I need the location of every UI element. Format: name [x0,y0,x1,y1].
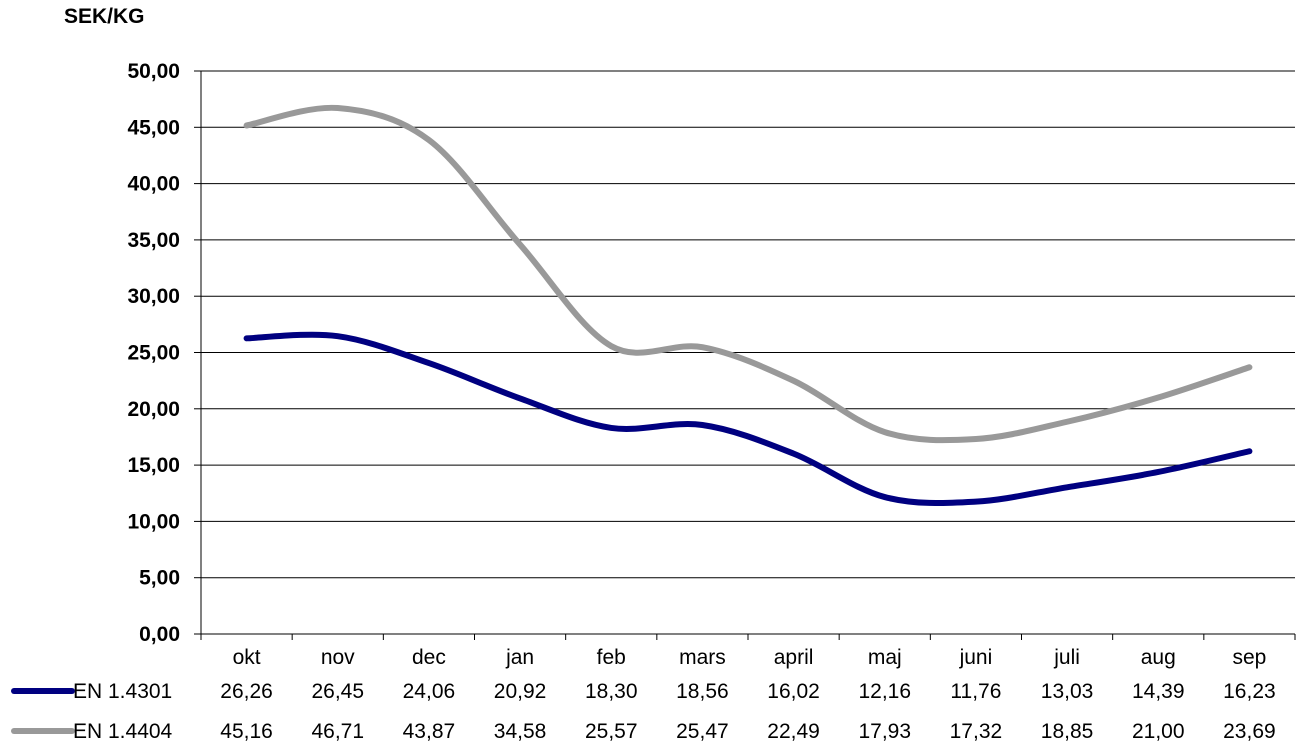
data-table-cell: 34,58 [494,720,547,743]
x-tick-label: nov [321,646,355,669]
series-name-1: EN 1.4404 [73,720,173,743]
x-tick-labels: okt nov dec jan feb mars april maj juni juli aug se… [233,646,1267,669]
y-axis-label: SEK/KG [64,5,145,28]
data-table-cell: 20,92 [494,680,547,703]
data-table-cell: 45,16 [220,720,273,743]
data-table: EN 1.4301 26,26 26,45 24,06 20,92 18,30 18,56 1… [11,680,1276,743]
data-table-cell: 23,69 [1223,720,1276,743]
x-tick-label: jan [505,646,534,669]
data-table-cell: 17,93 [858,720,911,743]
series-line-1 [243,104,1253,444]
data-table-cell: 16,02 [767,680,820,703]
data-table-cell: 18,85 [1041,720,1094,743]
data-table-cell: 21,00 [1132,720,1185,743]
data-table-cell: 17,32 [950,720,1003,743]
series-lines [243,104,1253,507]
data-table-cell: 14,39 [1132,680,1185,703]
x-tick-label: april [774,646,814,669]
data-table-cell: 16,23 [1223,680,1276,703]
data-table-cell: 25,47 [676,720,729,743]
data-table-cell: 46,71 [311,720,364,743]
data-table-cell: 22,49 [767,720,820,743]
y-tick-label: 35,00 [127,229,180,252]
x-tick-label: maj [868,646,902,669]
data-table-cell: 43,87 [403,720,456,743]
data-table-cell: 24,06 [403,680,456,703]
y-tick-label: 5,00 [139,567,180,590]
data-table-cell: 26,45 [311,680,364,703]
data-table-cell: 11,76 [950,680,1001,703]
y-tick-label: 0,00 [139,623,180,646]
y-tick-label: 10,00 [127,510,180,533]
y-tick-label: 15,00 [127,454,180,477]
x-tick-label: dec [412,646,446,669]
series-name-0: EN 1.4301 [73,680,172,703]
data-table-cell: 18,56 [676,680,729,703]
y-tick-label: 45,00 [127,116,180,139]
x-tick-label: okt [233,646,261,669]
data-table-cell: 25,57 [585,720,638,743]
y-tick-label: 50,00 [127,60,180,83]
y-tick-label: 40,00 [127,173,180,196]
data-table-cell: 13,03 [1041,680,1094,703]
x-tick-label: juli [1053,646,1080,669]
y-tick-label: 30,00 [127,285,180,308]
data-table-cell: 26,26 [220,680,273,703]
y-tick-labels: 0,00 5,00 10,00 15,00 20,00 25,00 30,00 35,00 40… [127,60,180,646]
axes [200,71,1296,640]
gridlines [194,70,1295,635]
y-tick-label: 25,00 [127,342,180,365]
x-tick-label: sep [1232,646,1266,669]
x-tick-label: aug [1141,646,1176,669]
y-tick-label: 20,00 [127,398,180,421]
x-tick-label: juni [959,646,993,669]
data-table-cell: 12,16 [858,680,911,703]
x-tick-label: feb [597,646,626,669]
x-tick-label: mars [679,646,726,669]
data-table-cell: 18,30 [585,680,638,703]
series-line-0 [243,331,1253,507]
